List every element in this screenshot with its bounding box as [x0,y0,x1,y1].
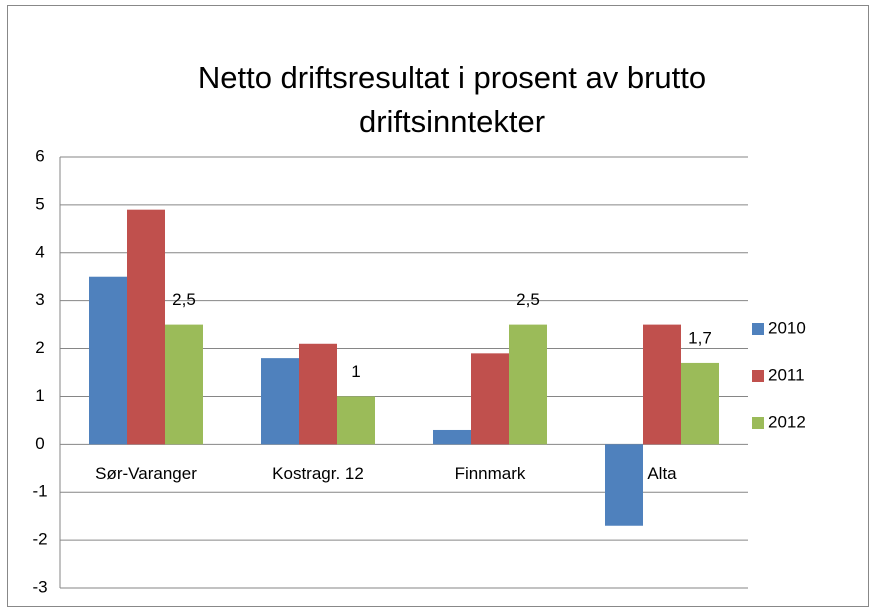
legend-label: 2011 [768,365,805,384]
bar [89,276,127,445]
y-tick-label: 6 [35,146,44,165]
legend-swatch [752,370,764,382]
bar [471,353,509,445]
bar [261,358,299,445]
y-tick-label: 2 [35,338,44,357]
x-tick-label: Kostragr. 12 [272,464,364,483]
bar [681,362,719,445]
title-line: driftsinntekter [359,104,545,139]
y-tick-label: 5 [35,194,44,213]
bar [433,429,471,445]
legend-label: 2010 [768,318,806,337]
bar [165,324,203,445]
data-label: 1,7 [688,328,712,347]
x-tick-label: Sør-Varanger [95,464,197,483]
legend-label: 2012 [768,412,806,431]
y-tick-label: 3 [35,290,44,309]
bar [299,343,337,445]
chart-title: Netto driftsresultat i prosent av brutto… [198,60,706,139]
legend-swatch [752,323,764,335]
y-tick-label: -1 [32,482,47,501]
bar [643,324,681,445]
y-tick-label: 1 [35,386,44,405]
x-tick-label: Alta [647,464,677,483]
bar [127,209,165,445]
y-tick-label: -3 [32,577,47,596]
bar [509,324,547,445]
legend-swatch [752,417,764,429]
bar [337,396,375,445]
title-line: Netto driftsresultat i prosent av brutto [198,60,706,95]
data-label: 2,5 [172,290,196,309]
y-tick-label: 4 [35,242,44,261]
data-label: 2,5 [516,290,540,309]
data-label: 1 [351,362,360,381]
bar [605,444,643,526]
x-tick-label: Finnmark [455,464,526,483]
y-tick-label: -2 [32,530,47,549]
y-tick-label: 0 [35,434,44,453]
